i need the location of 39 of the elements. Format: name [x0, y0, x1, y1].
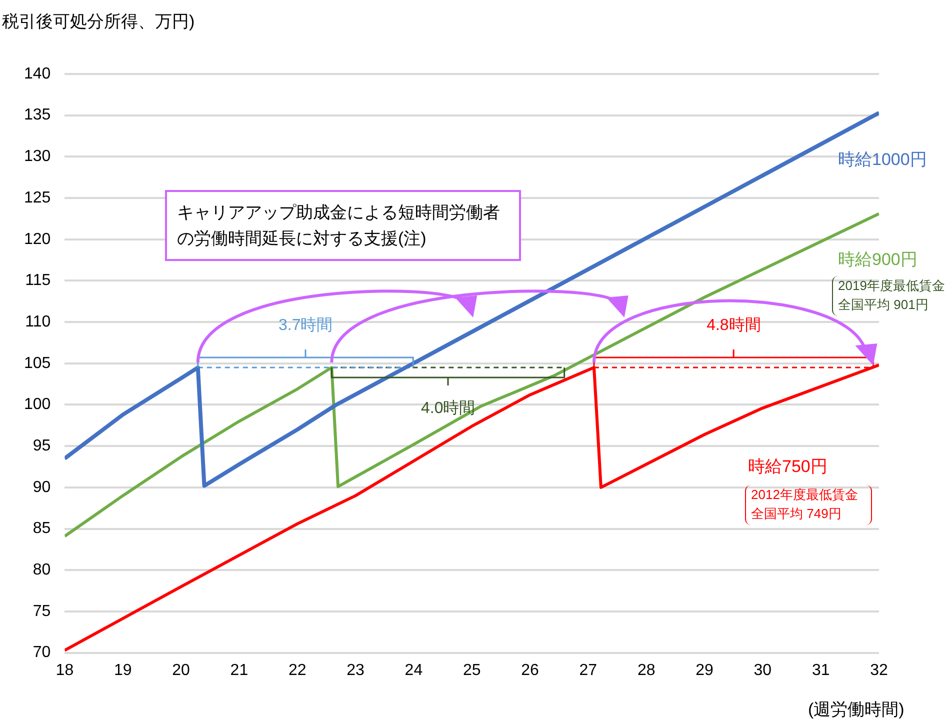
y-tick-label: 120 [24, 230, 51, 248]
annotation: キャリアアップ助成金による短時間労働者の労働時間延長に対する支援(注) [165, 190, 521, 261]
x-tick-label: 21 [230, 662, 248, 679]
x-axis-title: (週労働時間) [808, 699, 904, 721]
y-tick-label: 85 [32, 520, 51, 538]
x-tick-label: 27 [579, 662, 598, 679]
x-tick-label: 25 [462, 662, 481, 679]
y-tick-label: 80 [32, 562, 51, 579]
y-tick-label: 90 [32, 478, 51, 496]
x-tick-label: 28 [637, 662, 656, 679]
x-tick-label: 29 [696, 662, 714, 679]
x-tick-label: 23 [346, 662, 365, 679]
x-tick-label: 19 [114, 662, 132, 679]
series-label: 時給1000円 [838, 149, 927, 171]
x-tick-label: 30 [754, 662, 772, 679]
y-tick-label: 100 [24, 396, 51, 414]
y-tick-label: 140 [24, 65, 51, 82]
x-tick-label: 20 [172, 662, 190, 679]
series-label: 時給900円 [838, 249, 918, 271]
x-tick-label: 32 [870, 662, 888, 679]
x-tick-label: 26 [521, 662, 540, 679]
x-tick-label: 18 [56, 662, 74, 679]
y-tick-label: 75 [32, 602, 51, 620]
text: 時給750円 [748, 456, 828, 478]
y-tick-label: 130 [24, 148, 51, 166]
y-tick-label: 70 [32, 644, 51, 662]
x-tick-label: 22 [288, 662, 306, 679]
x-tick-label: 31 [812, 662, 830, 679]
annotation: 3.7時間 [278, 316, 333, 336]
x-tick-label: 24 [404, 662, 423, 679]
y-tick-label: 110 [25, 313, 51, 330]
annotation: 4.8時間 [706, 316, 761, 336]
annotation: 4.0時間 [421, 398, 476, 419]
y-tick-label: 115 [25, 272, 51, 290]
y-axis-title: 税引後可処分所得、万円) [2, 11, 195, 33]
y-tick-label: 105 [24, 354, 51, 372]
y-tick-label: 125 [24, 189, 51, 206]
y-tick-label: 135 [24, 106, 51, 124]
y-tick-label: 95 [32, 437, 51, 454]
